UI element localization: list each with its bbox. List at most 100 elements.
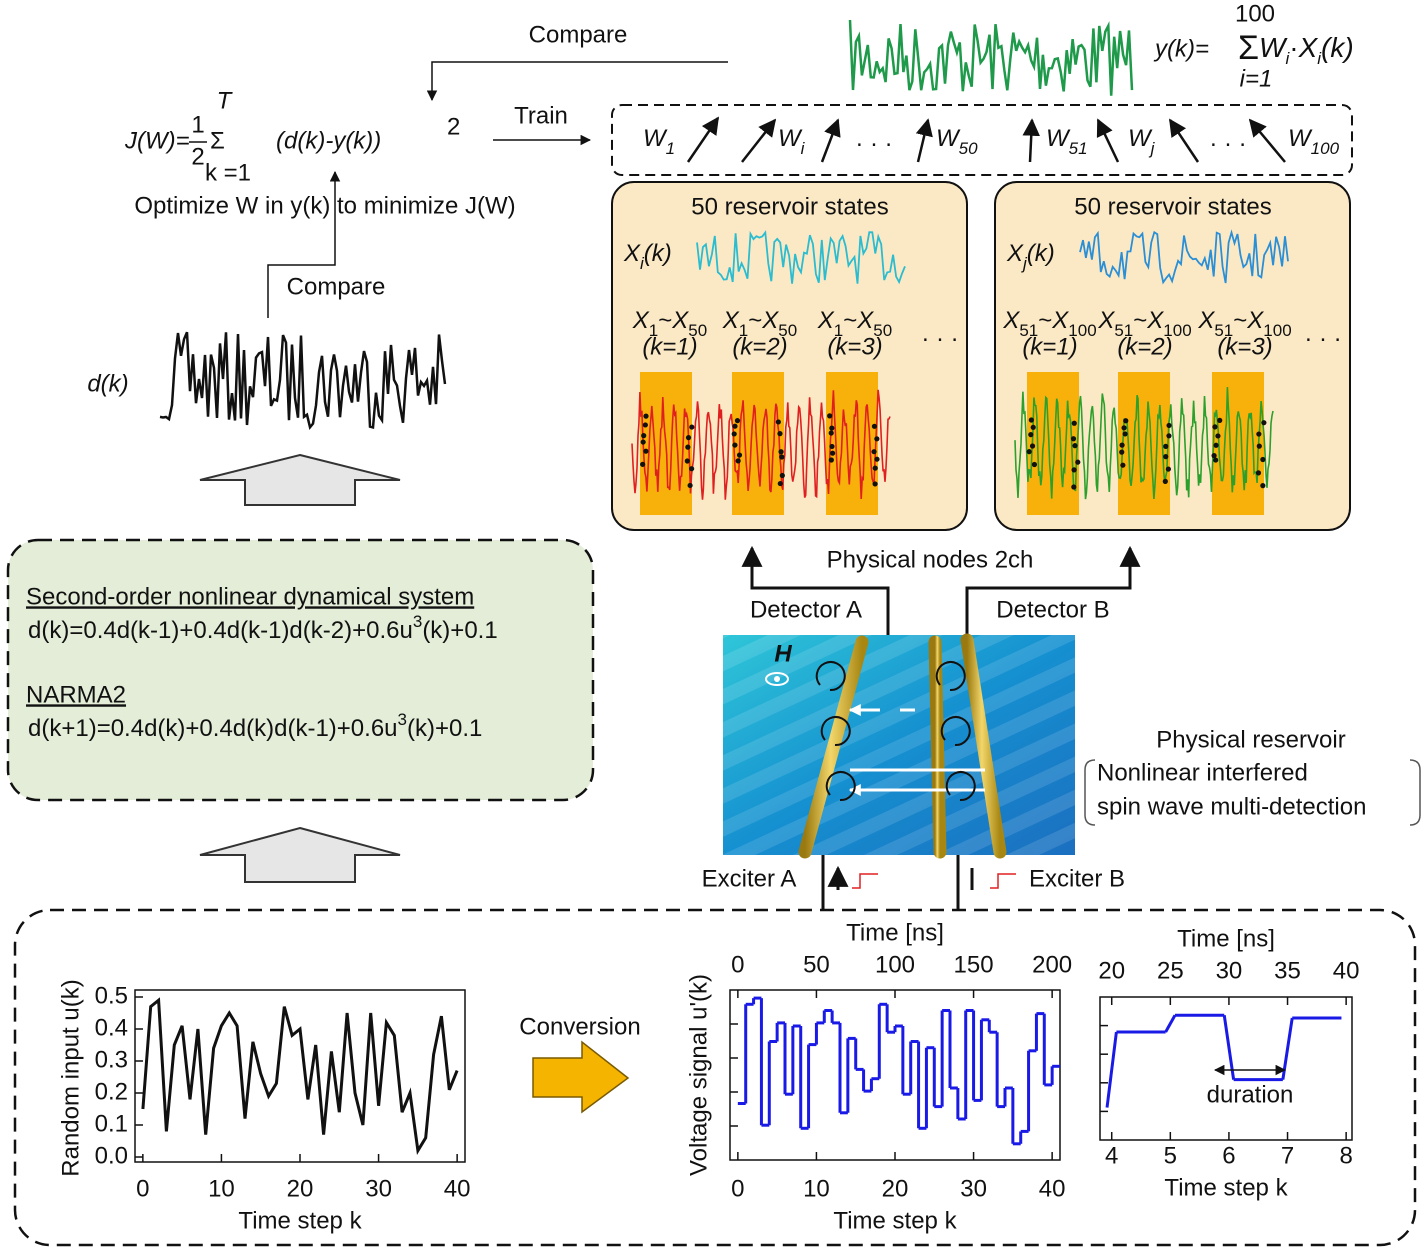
text-part: 100: [1263, 321, 1291, 340]
x2-tick-label: 40: [1333, 957, 1360, 984]
detector-line: [965, 545, 1141, 635]
equation: J(W)=: [124, 127, 190, 154]
sample-dot: [778, 449, 784, 455]
sample-dot: [1261, 420, 1267, 426]
sample-dot: [777, 480, 783, 487]
text-part: X: [1051, 307, 1069, 334]
weight-arrow: [1096, 118, 1120, 163]
sample-dot: [1072, 443, 1078, 449]
state-waveform: [1079, 229, 1289, 285]
weight-arrow: [741, 118, 777, 163]
text-part: ~: [748, 307, 762, 334]
sample-dot: [1260, 483, 1266, 489]
text-part: 3: [398, 710, 407, 729]
text-part: ·: [1289, 32, 1298, 63]
x-axis-label: Time step k: [1164, 1174, 1288, 1201]
sample-window: [732, 372, 784, 515]
x2-tick-label: 50: [803, 951, 830, 978]
ellipsis: · · ·: [855, 130, 892, 157]
spin-wave-image: [723, 633, 1075, 890]
x-tick-label: 20: [882, 1175, 909, 1202]
text-part: 50: [873, 321, 892, 340]
field-label: H: [774, 640, 792, 667]
group-step: (k=1): [642, 333, 697, 360]
text-part: X: [1298, 32, 1319, 63]
sample-dot: [1163, 454, 1169, 460]
sample-dot: [871, 449, 877, 455]
x-axis-label: Time step k: [238, 1207, 362, 1234]
weight-label: W51: [1046, 125, 1088, 158]
sample-dot: [874, 436, 880, 442]
text-part: X: [817, 307, 835, 334]
text-part: X: [623, 240, 641, 267]
task-box: [6, 538, 595, 802]
text-part: 1: [666, 139, 675, 158]
x-tick-label: 6: [1222, 1142, 1235, 1169]
sample-dot: [1212, 424, 1218, 430]
sample-dot: [1121, 425, 1127, 431]
sample-dot: [1071, 467, 1077, 473]
sample-dot: [641, 433, 647, 439]
sample-dot: [1070, 436, 1077, 442]
sample-dot: [689, 466, 695, 472]
x2-tick-label: 25: [1157, 957, 1184, 984]
bracket: [1084, 759, 1421, 826]
text-part: i: [1285, 49, 1290, 68]
text-part: 50: [959, 139, 978, 158]
sample-dot: [775, 419, 781, 425]
text-part: i: [1317, 49, 1322, 68]
text-part: X: [671, 307, 689, 334]
narma-equation: d(k+1)=0.4d(k)+0.4d(k)d(k-1)+0.6u3(k)+0.…: [28, 710, 482, 742]
reservoir-title: Physical reservoir: [1156, 726, 1345, 753]
text-part: (k)+0.1: [422, 617, 497, 644]
sample-dot: [1030, 424, 1036, 430]
text-part: X: [1006, 240, 1024, 267]
weight-arrow: [1022, 118, 1040, 163]
x-tick-label: 0: [731, 1175, 744, 1202]
group-label: X1~X50: [817, 307, 892, 340]
step-signal: [1105, 1013, 1342, 1108]
text-part: ~: [658, 307, 672, 334]
sample-dot: [1031, 461, 1038, 468]
equation: y(k)=: [1153, 35, 1209, 62]
text-part: X: [632, 307, 650, 334]
text-part: W: [1128, 125, 1153, 152]
group-label: X51~X100: [1197, 307, 1291, 340]
state-waveform: [696, 230, 906, 285]
step-signal: [737, 996, 1060, 1146]
sample-dot: [828, 430, 834, 436]
sample-dot: [829, 443, 835, 450]
equation: (d(k)-y(k)): [276, 127, 381, 154]
x2-tick-label: 200: [1032, 951, 1072, 978]
sample-dot: [1213, 457, 1219, 463]
sample-dot: [640, 461, 646, 467]
text-part: (k): [1027, 240, 1055, 267]
sample-dot: [1166, 422, 1172, 429]
sample-dot: [1026, 449, 1032, 455]
text-part: ~: [1038, 307, 1052, 334]
x-tick-label: 4: [1105, 1142, 1118, 1169]
sample-dot: [734, 418, 741, 424]
text-part: X: [1146, 307, 1164, 334]
text-part: X: [1197, 307, 1215, 334]
text-part: X: [1246, 307, 1264, 334]
sample-dot: [1071, 484, 1077, 490]
x-tick-label: 40: [444, 1175, 471, 1202]
step-riser: [1164, 1014, 1177, 1033]
group-label: X1~X50: [722, 307, 797, 340]
y-tick-label: 0.2: [95, 1078, 128, 1105]
panel-title: 50 reservoir states: [1074, 193, 1271, 220]
compare-line: [267, 170, 341, 318]
sample-dot: [731, 431, 737, 437]
compare-label: Compare: [529, 21, 628, 48]
text-part: 51: [1114, 321, 1133, 340]
system-equation: d(k)=0.4d(k-1)+0.4d(k-1)d(k-2)+0.6u3(k)+…: [28, 612, 498, 644]
sample-dot: [1215, 433, 1221, 439]
sample-dot: [1165, 466, 1171, 472]
weights-box: [611, 104, 1353, 176]
text-part: X: [722, 307, 740, 334]
state-label: Xj(k): [1006, 240, 1055, 273]
target-label: d(k): [87, 370, 128, 397]
text-part: 1: [649, 321, 658, 340]
group-step: (k=3): [827, 333, 882, 360]
